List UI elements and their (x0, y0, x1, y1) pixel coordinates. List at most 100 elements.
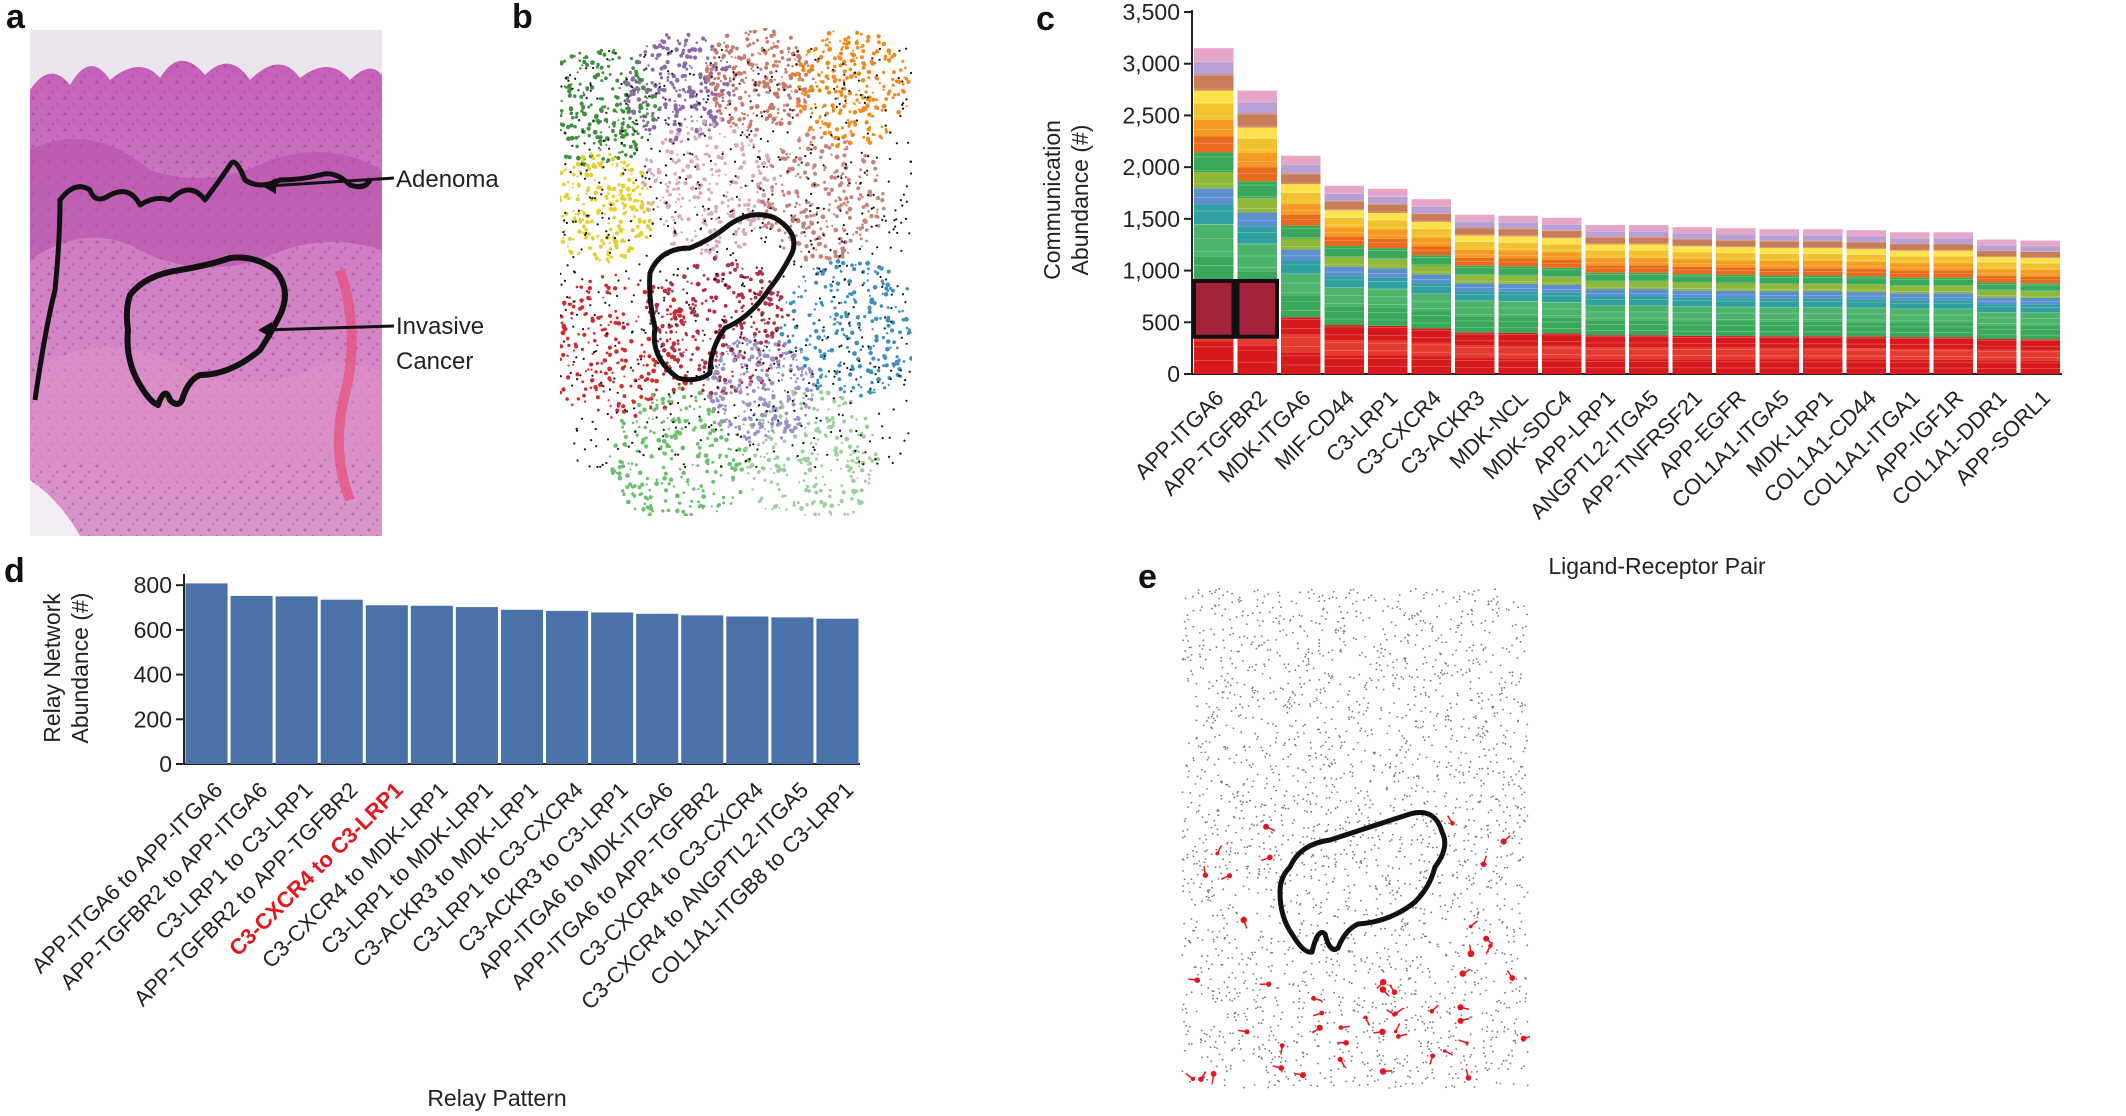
cell-dot (608, 126, 611, 128)
cell-dot (657, 43, 663, 48)
cell-dot-black (875, 224, 878, 227)
cell-dot-black (749, 408, 753, 412)
cell-dot (854, 230, 859, 234)
cell-dot (667, 482, 671, 486)
cell-dot-black (598, 181, 601, 184)
cell-dot (722, 386, 727, 391)
cell-dot (575, 372, 580, 376)
cell-dot (708, 395, 713, 400)
cell-dot (662, 439, 667, 444)
cell-dot (832, 30, 835, 33)
cell-dot (813, 346, 818, 350)
cell-dot (873, 391, 876, 394)
c-bar-segment (1324, 266, 1364, 277)
cell-dot-black (793, 54, 796, 57)
cell-dot (828, 494, 832, 499)
cell-dot-black (596, 465, 599, 469)
cell-dot (886, 323, 891, 328)
cell-dot (570, 311, 574, 316)
cell-dot (787, 93, 791, 98)
cell-dot-black (800, 265, 803, 268)
cell-dot (800, 104, 804, 108)
cell-dot (841, 126, 845, 130)
cell-dot (867, 76, 871, 80)
cell-dot (866, 34, 871, 40)
c-bar-segment (1455, 316, 1495, 333)
cell-dot (620, 460, 625, 464)
cell-dot-black (818, 267, 821, 270)
cell-dot (855, 56, 858, 59)
cell-dot (638, 410, 642, 415)
cell-dot (752, 477, 756, 480)
cell-dot (817, 88, 822, 93)
cell-dot (825, 225, 829, 228)
cell-dot (849, 129, 853, 133)
cell-dot (863, 416, 868, 421)
cell-dot-black (606, 236, 609, 239)
cell-dot (760, 162, 764, 166)
cell-dot (560, 170, 564, 176)
d-bar (726, 616, 769, 764)
cell-dot-black (635, 119, 638, 122)
cell-dot (607, 192, 610, 195)
cell-dot (712, 56, 716, 60)
cell-dot (793, 353, 797, 358)
cell-dot (787, 57, 792, 61)
cell-dot (823, 121, 828, 126)
cell-dot (665, 442, 669, 446)
cell-dot (744, 31, 748, 35)
cell-dot-black (762, 165, 765, 168)
cell-dot (587, 122, 592, 127)
cell-dot (572, 238, 575, 241)
cell-dot (565, 397, 569, 401)
cell-dot (640, 202, 645, 207)
cell-dot (812, 129, 815, 132)
c-bar-segment (1803, 336, 1843, 348)
cell-dot (811, 77, 815, 81)
cell-dot (814, 328, 819, 334)
cell-dot-black (861, 212, 864, 215)
cell-dot (691, 463, 694, 466)
cell-dot (689, 159, 694, 164)
cell-dot (894, 305, 897, 309)
cell-dot (732, 342, 735, 346)
cell-dot (867, 481, 871, 485)
cell-dot (710, 92, 715, 96)
cell-dot (648, 495, 653, 500)
cell-dot (770, 421, 775, 426)
cell-dot (819, 227, 823, 231)
cell-dot (769, 33, 774, 39)
cell-dot (748, 144, 751, 147)
cell-dot-black (762, 349, 765, 352)
cell-dot (703, 423, 707, 427)
cell-dot (886, 306, 890, 309)
cell-dot (831, 420, 836, 425)
cell-dot (859, 328, 862, 332)
cell-dot (659, 76, 664, 80)
cell-dot (590, 368, 593, 371)
cell-dot (630, 227, 635, 233)
cell-dot (849, 453, 852, 457)
cell-dot (611, 57, 614, 61)
cell-dot (821, 329, 825, 333)
cell-dot (579, 94, 584, 99)
c-bar-segment (1716, 239, 1756, 248)
d-bar (681, 615, 724, 764)
cell-dot (793, 425, 798, 430)
cell-dot-black (739, 336, 742, 339)
cell-dot (582, 332, 587, 337)
cell-dot (882, 84, 886, 88)
cell-dot (661, 96, 665, 99)
cell-dot-black (838, 237, 841, 240)
cell-dot (677, 132, 681, 136)
cell-dot (560, 122, 566, 128)
cell-dot (662, 372, 666, 376)
c-bar-segment (1716, 260, 1756, 268)
cell-dot (612, 215, 617, 220)
cell-dot-black (722, 194, 725, 197)
cell-dot (608, 73, 612, 76)
cell-dot (902, 360, 906, 363)
cell-dot (600, 238, 604, 243)
cell-dot-black (769, 207, 772, 210)
cell-dot (667, 116, 671, 120)
